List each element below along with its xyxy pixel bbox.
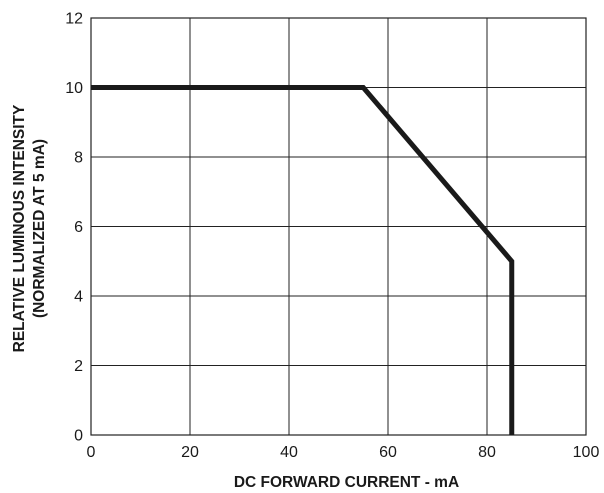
y-axis-title-line-1: RELATIVE LUMINOUS INTENSITY xyxy=(11,104,28,352)
y-tick-label-2: 2 xyxy=(74,358,83,375)
x-tick-label-40: 40 xyxy=(280,444,298,461)
y-tick-label-8: 8 xyxy=(74,150,83,167)
x-tick-label-60: 60 xyxy=(379,444,397,461)
x-tick-label-80: 80 xyxy=(478,444,496,461)
x-axis-title: DC FORWARD CURRENT - mA xyxy=(234,474,459,491)
y-tick-label-0: 0 xyxy=(74,428,83,445)
y-tick-label-12: 12 xyxy=(65,11,83,28)
y-tick-label-6: 6 xyxy=(74,219,83,236)
y-axis-title-line-2: (NORMALIZED AT 5 mA) xyxy=(31,139,48,318)
x-tick-labels: 0 20 40 60 80 100 xyxy=(87,444,600,461)
y-tick-label-10: 10 xyxy=(65,80,83,97)
x-tick-label-20: 20 xyxy=(181,444,199,461)
series-group xyxy=(91,85,515,435)
x-tick-label-100: 100 xyxy=(573,444,600,461)
series-line-0 xyxy=(91,85,515,435)
plot-frame xyxy=(90,17,587,436)
y-tick-label-4: 4 xyxy=(74,289,83,306)
y-tick-labels: 0 2 4 6 8 10 12 xyxy=(65,11,83,445)
x-tick-label-0: 0 xyxy=(87,444,96,461)
